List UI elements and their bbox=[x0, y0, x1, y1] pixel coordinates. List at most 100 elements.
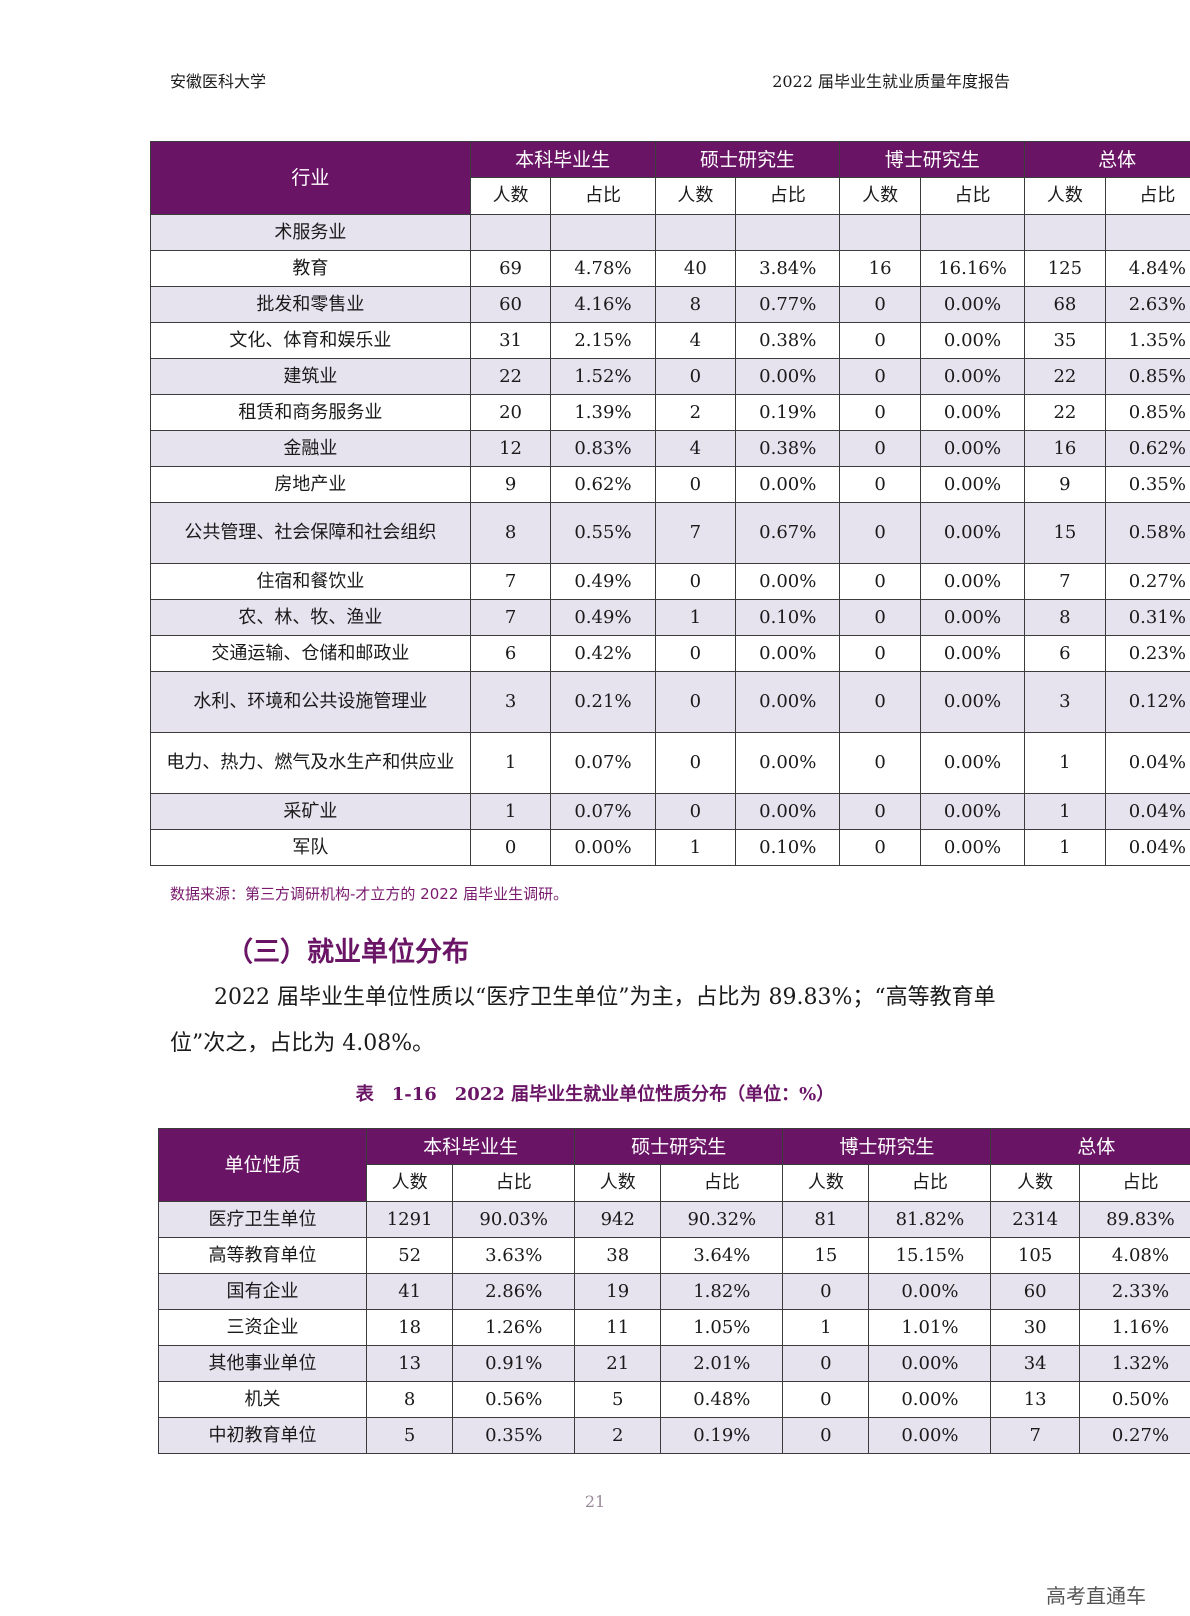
ratio-cell: 0.49% bbox=[550, 599, 656, 636]
ratio-cell: 4.16% bbox=[550, 286, 656, 323]
count-cell: 69 bbox=[469, 250, 552, 287]
ratio-cell: 2.01% bbox=[660, 1345, 784, 1382]
table-row: 术服务业 bbox=[150, 214, 1190, 251]
row-label: 住宿和餐饮业 bbox=[150, 563, 471, 600]
count-cell: 1 bbox=[1024, 829, 1106, 866]
ratio-cell: 0.38% bbox=[735, 322, 841, 359]
count-cell: 1 bbox=[1024, 793, 1106, 830]
row-label: 电力、热力、燃气及水生产和供应业 bbox=[150, 732, 471, 794]
ratio-cell: 0.00% bbox=[919, 671, 1026, 733]
count-cell: 1 bbox=[469, 793, 552, 830]
ratio-cell: 0.07% bbox=[550, 793, 656, 830]
ratio-cell: 0.00% bbox=[868, 1273, 992, 1310]
table-row: 国有企业 41 2.86% 19 1.82% 0 0.00% 60 2.33% bbox=[157, 1273, 1190, 1310]
col-group-undergrad: 本科毕业生 bbox=[469, 141, 656, 178]
ratio-cell: 1.39% bbox=[550, 394, 656, 431]
ratio-cell: 0.19% bbox=[735, 394, 841, 431]
ratio-cell: 0.91% bbox=[452, 1345, 576, 1382]
sub-header-count: 人数 bbox=[654, 177, 737, 215]
table-row: 三资企业 18 1.26% 11 1.05% 1 1.01% 30 1.16% bbox=[157, 1309, 1190, 1346]
ratio-cell: 0.10% bbox=[735, 829, 841, 866]
count-cell: 0 bbox=[839, 829, 921, 866]
count-cell: 19 bbox=[574, 1273, 662, 1310]
col-group-total: 总体 bbox=[990, 1128, 1190, 1165]
count-cell: 0 bbox=[782, 1345, 870, 1382]
count-cell: 0 bbox=[654, 563, 737, 600]
count-cell: 7 bbox=[1024, 563, 1106, 600]
row-label: 采矿业 bbox=[150, 793, 471, 830]
count-cell: 22 bbox=[469, 358, 552, 395]
count-cell: 60 bbox=[990, 1273, 1080, 1310]
sub-header-ratio: 占比 bbox=[1078, 1164, 1190, 1202]
ratio-cell: 0.38% bbox=[735, 430, 841, 467]
count-cell: 2 bbox=[654, 394, 737, 431]
ratio-cell: 0.56% bbox=[452, 1381, 576, 1418]
row-label: 农、林、牧、渔业 bbox=[150, 599, 471, 636]
count-cell: 16 bbox=[839, 250, 921, 287]
count-cell: 7 bbox=[990, 1417, 1080, 1454]
ratio-cell: 3.63% bbox=[452, 1237, 576, 1274]
count-cell: 0 bbox=[839, 394, 921, 431]
ratio-cell: 90.32% bbox=[660, 1201, 784, 1238]
sub-header-ratio: 占比 bbox=[550, 177, 656, 215]
row-label: 三资企业 bbox=[157, 1309, 368, 1346]
count-cell: 7 bbox=[654, 502, 737, 564]
count-cell: 52 bbox=[366, 1237, 454, 1274]
ratio-cell: 0.62% bbox=[550, 466, 656, 503]
section-title: （三）就业单位分布 bbox=[226, 937, 469, 968]
ratio-cell: 0.00% bbox=[919, 829, 1026, 866]
table-row: 租赁和商务服务业 20 1.39% 2 0.19% 0 0.00% 22 0.85% bbox=[150, 394, 1190, 431]
ratio-cell: 4.08% bbox=[1078, 1237, 1190, 1274]
table-row: 建筑业 22 1.52% 0 0.00% 0 0.00% 22 0.85% bbox=[150, 358, 1190, 395]
employer-type-table: 单位性质 本科毕业生 硕士研究生 博士研究生 总体 人数 占比 人数 占比 人数… bbox=[157, 1128, 1190, 1454]
ratio-cell: 0.83% bbox=[550, 430, 656, 467]
count-cell: 0 bbox=[839, 286, 921, 323]
count-cell: 8 bbox=[1024, 599, 1106, 636]
col-group-undergrad: 本科毕业生 bbox=[366, 1128, 576, 1165]
ratio-cell: 0.07% bbox=[550, 732, 656, 794]
ratio-cell: 3.64% bbox=[660, 1237, 784, 1274]
count-cell: 34 bbox=[990, 1345, 1080, 1382]
count-cell: 0 bbox=[654, 466, 737, 503]
count-cell: 8 bbox=[469, 502, 552, 564]
row-label: 术服务业 bbox=[150, 214, 471, 251]
count-cell: 68 bbox=[1024, 286, 1106, 323]
ratio-cell: 0.00% bbox=[735, 671, 841, 733]
count-cell: 41 bbox=[366, 1273, 454, 1310]
ratio-cell: 0.00% bbox=[919, 793, 1026, 830]
ratio-cell: 0.23% bbox=[1104, 635, 1190, 672]
count-cell: 9 bbox=[1024, 466, 1106, 503]
ratio-cell: 0.10% bbox=[735, 599, 841, 636]
ratio-cell: 0.00% bbox=[919, 430, 1026, 467]
count-cell: 0 bbox=[839, 430, 921, 467]
ratio-cell: 0.00% bbox=[735, 563, 841, 600]
ratio-cell: 0.48% bbox=[660, 1381, 784, 1418]
ratio-cell: 0.00% bbox=[919, 358, 1026, 395]
ratio-cell: 0.00% bbox=[550, 829, 656, 866]
ratio-cell: 2.86% bbox=[452, 1273, 576, 1310]
ratio-cell: 0.00% bbox=[735, 466, 841, 503]
count-cell: 6 bbox=[469, 635, 552, 672]
table-row: 交通运输、仓储和邮政业 6 0.42% 0 0.00% 0 0.00% 6 0.23% bbox=[150, 635, 1190, 672]
row-label: 机关 bbox=[157, 1381, 368, 1418]
page-number: 21 bbox=[584, 1492, 606, 1511]
row-label: 中初教育单位 bbox=[157, 1417, 368, 1454]
count-cell: 35 bbox=[1024, 322, 1106, 359]
ratio-cell: 1.16% bbox=[1078, 1309, 1190, 1346]
industry-distribution-table: 行业 本科毕业生 硕士研究生 博士研究生 总体 人数 占比 人数 占比 人数 占… bbox=[150, 141, 1190, 866]
ratio-cell: 90.03% bbox=[452, 1201, 576, 1238]
sub-header-count: 人数 bbox=[782, 1164, 870, 1202]
count-cell: 9 bbox=[469, 466, 552, 503]
count-cell: 0 bbox=[654, 671, 737, 733]
ratio-cell: 0.00% bbox=[919, 322, 1026, 359]
count-cell: 0 bbox=[782, 1273, 870, 1310]
count-cell: 12 bbox=[469, 430, 552, 467]
ratio-cell: 0.27% bbox=[1104, 563, 1190, 600]
ratio-cell: 0.00% bbox=[868, 1381, 992, 1418]
count-cell: 8 bbox=[654, 286, 737, 323]
ratio-cell: 1.52% bbox=[550, 358, 656, 395]
ratio-cell: 0.55% bbox=[550, 502, 656, 564]
ratio-cell: 16.16% bbox=[919, 250, 1026, 287]
count-cell: 1 bbox=[654, 829, 737, 866]
count-cell: 13 bbox=[990, 1381, 1080, 1418]
